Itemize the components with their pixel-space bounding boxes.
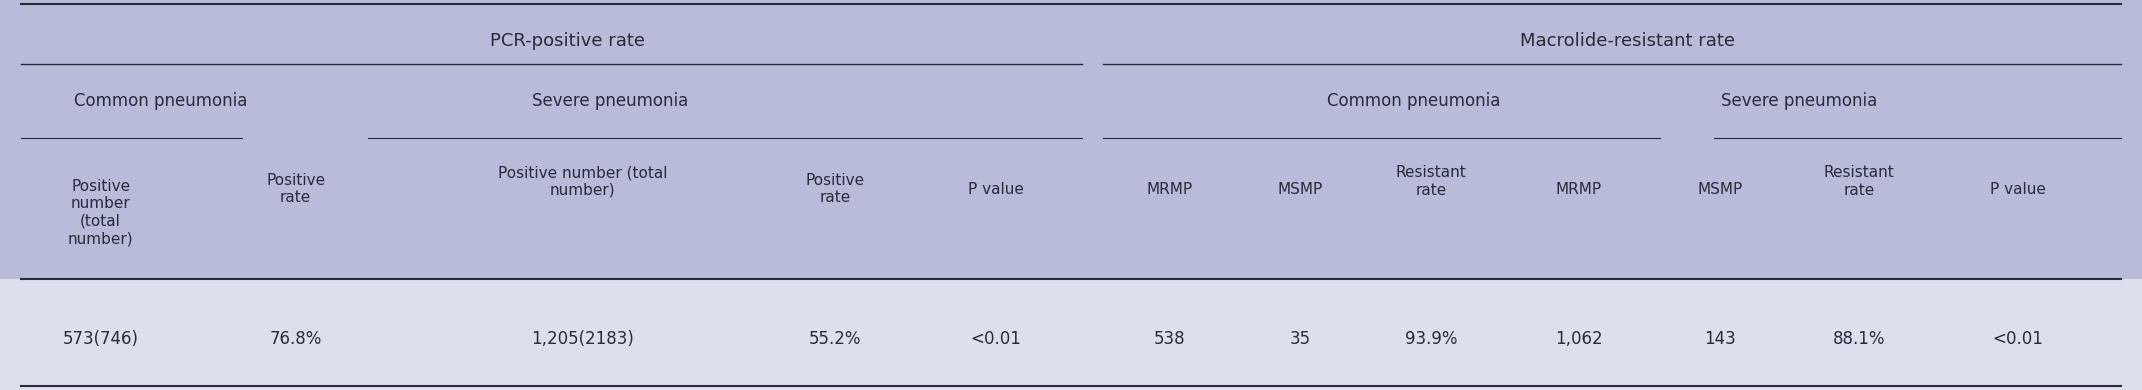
Text: 1,062: 1,062 — [1555, 330, 1602, 348]
Text: 35: 35 — [1289, 330, 1311, 348]
Text: 76.8%: 76.8% — [270, 330, 321, 348]
Text: 93.9%: 93.9% — [1405, 330, 1457, 348]
Text: Positive
rate: Positive rate — [266, 173, 326, 206]
Text: Positive
number
(total
number): Positive number (total number) — [69, 179, 133, 246]
Text: MRMP: MRMP — [1146, 182, 1193, 197]
Text: Resistant
rate: Resistant rate — [1823, 165, 1896, 198]
Text: P value: P value — [968, 182, 1024, 197]
FancyBboxPatch shape — [0, 279, 2142, 390]
Text: Positive number (total
number): Positive number (total number) — [497, 165, 668, 198]
Text: MSMP: MSMP — [1696, 182, 1744, 197]
Text: PCR-positive rate: PCR-positive rate — [491, 32, 645, 50]
Text: 538: 538 — [1155, 330, 1185, 348]
Text: 573(746): 573(746) — [62, 330, 139, 348]
Text: MSMP: MSMP — [1277, 182, 1324, 197]
Text: 55.2%: 55.2% — [810, 330, 861, 348]
Text: <0.01: <0.01 — [970, 330, 1022, 348]
Text: Positive
rate: Positive rate — [805, 173, 865, 206]
Text: P value: P value — [1990, 182, 2046, 197]
Text: Severe pneumonia: Severe pneumonia — [1722, 92, 1876, 110]
Text: MRMP: MRMP — [1555, 182, 1602, 197]
Text: Common pneumonia: Common pneumonia — [1328, 92, 1499, 110]
Text: 88.1%: 88.1% — [1834, 330, 1885, 348]
Text: Severe pneumonia: Severe pneumonia — [533, 92, 688, 110]
Text: Macrolide-resistant rate: Macrolide-resistant rate — [1521, 32, 1735, 50]
Text: <0.01: <0.01 — [1992, 330, 2043, 348]
Text: 143: 143 — [1705, 330, 1735, 348]
Text: 1,205(2183): 1,205(2183) — [531, 330, 634, 348]
Text: Resistant
rate: Resistant rate — [1394, 165, 1467, 198]
Text: Common pneumonia: Common pneumonia — [75, 92, 246, 110]
